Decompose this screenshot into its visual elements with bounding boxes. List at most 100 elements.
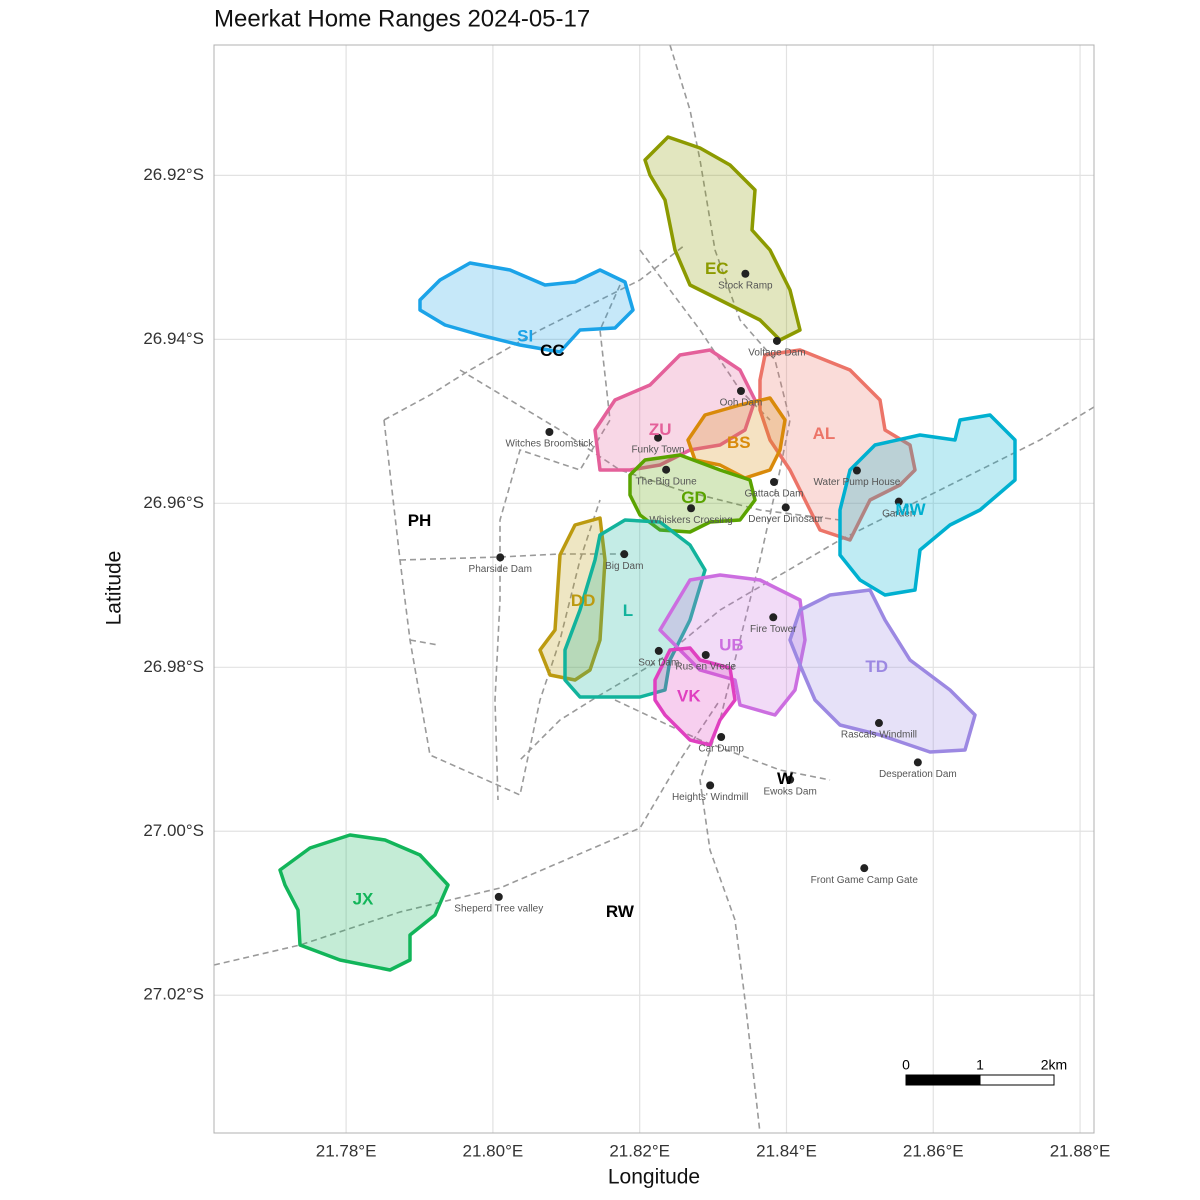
landmark-point bbox=[654, 433, 663, 442]
y-tick-label: 27.02°S bbox=[143, 985, 204, 1004]
x-tick-label: 21.80°E bbox=[463, 1141, 524, 1160]
landmark-point bbox=[874, 719, 883, 728]
landmark-point bbox=[786, 775, 795, 784]
road bbox=[494, 284, 621, 801]
landmark-label: Rus en Vrede bbox=[675, 662, 736, 673]
group-label: TD bbox=[865, 657, 888, 676]
y-tick-label: 26.98°S bbox=[143, 657, 204, 676]
landmark-point bbox=[769, 613, 778, 622]
landmark-label: Rascals Windmill bbox=[841, 730, 917, 741]
landmark-point bbox=[496, 553, 505, 562]
home-range bbox=[418, 261, 635, 354]
marks: Stock Ramp Voltage Dam Ooh Dam Witches Broo… bbox=[353, 259, 957, 921]
scale-segment bbox=[979, 1074, 1055, 1086]
road bbox=[669, 44, 791, 1134]
group-label: W bbox=[777, 769, 794, 788]
landmark-label: Pharside Dam bbox=[469, 564, 532, 575]
map-title: Meerkat Home Ranges 2024-05-17 bbox=[214, 5, 590, 32]
roads bbox=[213, 44, 1095, 1134]
landmark-point bbox=[620, 550, 629, 559]
x-tick-label: 21.88°E bbox=[1050, 1141, 1111, 1160]
landmark-label: Car Dump bbox=[698, 744, 744, 755]
road bbox=[519, 406, 1095, 761]
landmark-label: Ewoks Dam bbox=[763, 786, 816, 797]
home-range bbox=[278, 833, 450, 972]
landmark-point bbox=[662, 465, 671, 474]
road bbox=[614, 699, 831, 781]
home-ranges bbox=[278, 135, 1017, 972]
group-label: VK bbox=[677, 686, 701, 705]
landmark-label: Water Pump House bbox=[813, 477, 900, 488]
road bbox=[409, 639, 439, 646]
landmark-label: Desperation Dam bbox=[879, 769, 957, 780]
y-tick-label: 27.00°S bbox=[143, 821, 204, 840]
landmark-point bbox=[770, 478, 778, 487]
scale-segment bbox=[905, 1074, 981, 1086]
landmark-point bbox=[701, 651, 710, 660]
scale-label: 2km bbox=[1041, 1057, 1067, 1073]
landmark-point bbox=[741, 269, 750, 278]
landmark-point bbox=[545, 427, 554, 436]
road bbox=[399, 553, 624, 561]
landmark-point bbox=[894, 497, 903, 506]
landmark-point bbox=[706, 781, 715, 790]
landmark-label: Stock Ramp bbox=[718, 280, 773, 291]
group-label: MW bbox=[895, 500, 926, 519]
group-label: EC bbox=[705, 259, 729, 278]
landmark-label: Sox Dam bbox=[638, 658, 679, 669]
home-range bbox=[788, 588, 977, 754]
landmark-point bbox=[736, 386, 745, 395]
home-range bbox=[628, 453, 757, 534]
landmark-label: Heights' Windmill bbox=[672, 792, 748, 803]
scale-label: 1 bbox=[976, 1057, 984, 1073]
x-axis-title: Longitude bbox=[608, 1166, 700, 1189]
group-label: GD bbox=[681, 488, 707, 507]
home-range bbox=[643, 135, 802, 342]
group-label: RW bbox=[606, 902, 635, 921]
landmark-label: Ooh Dam bbox=[720, 398, 763, 409]
y-tick-label: 26.96°S bbox=[143, 493, 204, 512]
group-label: BS bbox=[727, 433, 751, 452]
landmark-point bbox=[494, 892, 503, 901]
x-tick-label: 21.84°E bbox=[756, 1141, 817, 1160]
landmark-point bbox=[852, 466, 861, 475]
group-label: CC bbox=[540, 341, 565, 360]
landmark-label: Gattaca Dam bbox=[745, 489, 804, 500]
home-range bbox=[658, 573, 807, 717]
x-tick-label: 21.78°E bbox=[316, 1141, 377, 1160]
landmark-point bbox=[654, 646, 663, 655]
group-label: SI bbox=[517, 326, 533, 345]
home-range bbox=[653, 646, 737, 747]
landmark-label: Sheperd Tree valley bbox=[454, 904, 543, 915]
home-range bbox=[838, 413, 1017, 597]
landmark-label: Denver Dinosaur bbox=[748, 514, 824, 525]
y-tick-label: 26.94°S bbox=[143, 329, 204, 348]
landmark-point bbox=[772, 336, 781, 345]
group-label: AL bbox=[813, 424, 836, 443]
landmark-label: Garden bbox=[882, 508, 915, 519]
landmark-label: Whiskers Crossing bbox=[649, 515, 732, 526]
group-label: UB bbox=[719, 635, 744, 654]
home-range bbox=[686, 396, 787, 480]
group-label: JX bbox=[353, 890, 374, 909]
home-range bbox=[758, 348, 917, 542]
scale-bar: 0 1 2km bbox=[902, 1057, 1067, 1086]
landmark-label: Funky Town bbox=[631, 444, 684, 455]
landmark-label: Big Dam bbox=[605, 561, 643, 572]
plot-border bbox=[213, 44, 1095, 1134]
x-tick-label: 21.86°E bbox=[903, 1141, 964, 1160]
landmark-label: Voltage Dam bbox=[748, 348, 805, 359]
road bbox=[459, 369, 841, 521]
landmark-point bbox=[913, 758, 922, 767]
group-label: ZU bbox=[649, 420, 672, 439]
landmark-label: Front Game Camp Gate bbox=[811, 875, 919, 886]
road bbox=[383, 244, 686, 421]
road bbox=[383, 419, 601, 797]
grid bbox=[214, 45, 1094, 1133]
y-tick-label: 26.92°S bbox=[143, 165, 204, 184]
y-axis-title: Latitude bbox=[103, 551, 126, 626]
plot-area bbox=[214, 45, 1094, 1133]
landmark-label: The Big Dune bbox=[636, 476, 698, 487]
scale-label: 0 bbox=[902, 1057, 910, 1073]
